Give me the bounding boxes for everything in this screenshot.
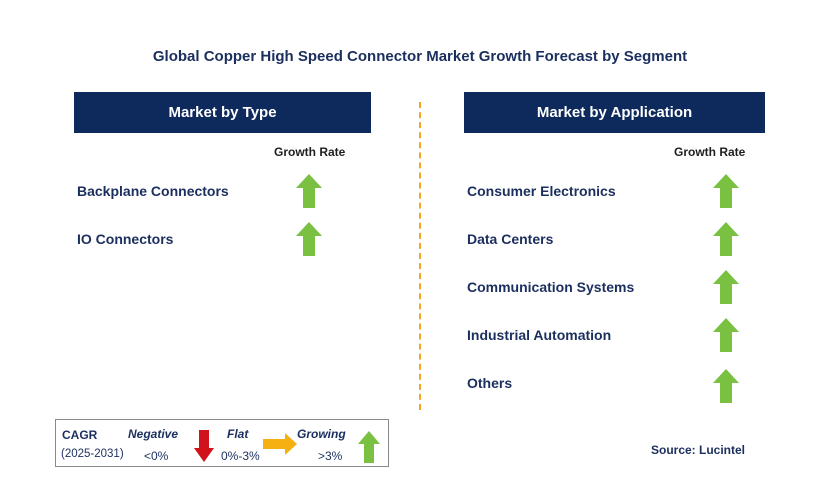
type-item-io-connectors: IO Connectors bbox=[77, 231, 174, 247]
market-by-type-header: Market by Type bbox=[74, 92, 371, 133]
flat-arrow-icon bbox=[263, 433, 297, 455]
growing-arrow-icon bbox=[296, 174, 322, 208]
application-item-industrial-automation: Industrial Automation bbox=[467, 327, 612, 343]
application-item-data-centers: Data Centers bbox=[467, 231, 554, 247]
market-by-application-header: Market by Application bbox=[464, 92, 765, 133]
legend-flat-range: 0%-3% bbox=[221, 449, 260, 463]
application-item-others: Others bbox=[467, 375, 513, 391]
growing-arrow-icon bbox=[713, 369, 739, 403]
legend-cagr-label: CAGR bbox=[62, 428, 98, 442]
application-item-communication-systems: Communication Systems bbox=[467, 279, 635, 295]
application-growth-rate-label: Growth Rate bbox=[674, 145, 746, 159]
chart-title: Global Copper High Speed Connector Marke… bbox=[152, 48, 688, 65]
growing-arrow-icon bbox=[296, 222, 322, 256]
source-label: Source: Lucintel bbox=[651, 443, 746, 457]
growing-arrow-icon bbox=[713, 318, 739, 352]
legend-negative-label: Negative bbox=[128, 427, 179, 441]
negative-arrow-icon bbox=[194, 430, 214, 462]
section-divider bbox=[419, 102, 421, 410]
growing-arrow-icon bbox=[713, 174, 739, 208]
type-item-backplane-connectors: Backplane Connectors bbox=[77, 183, 229, 199]
legend-flat-label: Flat bbox=[227, 427, 249, 441]
type-growth-rate-label: Growth Rate bbox=[274, 145, 346, 159]
legend-growing-label: Growing bbox=[297, 427, 346, 441]
growing-arrow-icon bbox=[713, 222, 739, 256]
legend-growing-range: >3% bbox=[318, 449, 343, 463]
growing-arrow-icon bbox=[713, 270, 739, 304]
cagr-legend: CAGR (2025-2031) Negative <0% Flat 0%-3%… bbox=[55, 419, 389, 467]
legend-period: (2025-2031) bbox=[61, 448, 124, 460]
growing-arrow-icon bbox=[358, 431, 380, 463]
legend-negative-range: <0% bbox=[144, 449, 169, 463]
application-item-consumer-electronics: Consumer Electronics bbox=[467, 183, 616, 199]
